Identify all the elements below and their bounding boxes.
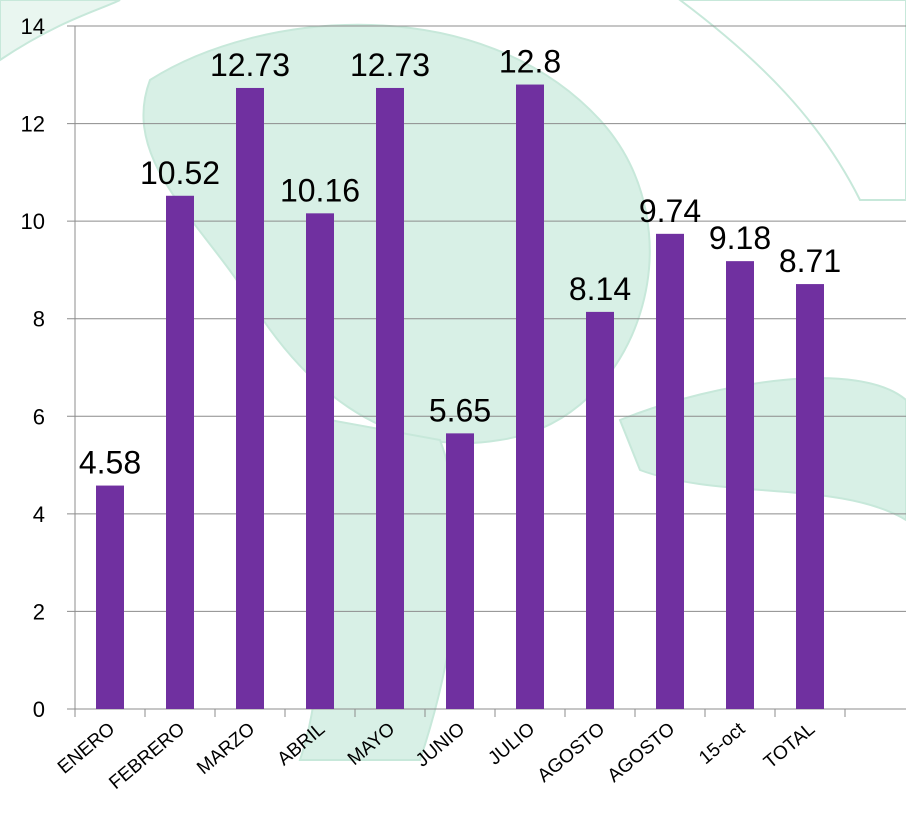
y-tick-label: 12 (21, 112, 45, 137)
data-label: 5.65 (429, 392, 491, 428)
bar (586, 311, 614, 709)
y-tick-label: 6 (33, 404, 45, 429)
data-label: 4.58 (79, 445, 141, 481)
bar (796, 284, 824, 709)
data-label: 12.73 (210, 47, 290, 83)
bar (516, 84, 544, 710)
data-label: 10.52 (140, 155, 220, 191)
bar (236, 87, 264, 709)
x-tick-label: MARZO (193, 719, 259, 779)
y-tick-label: 14 (21, 14, 45, 39)
data-label: 8.71 (779, 243, 841, 279)
x-tick-label: AGOSTO (604, 719, 680, 787)
x-tick-label: 15-oct (695, 718, 750, 768)
x-tick-label: AGOSTO (534, 719, 610, 787)
y-tick-label: 2 (33, 599, 45, 624)
bar (96, 485, 124, 709)
bar (446, 433, 474, 709)
x-tick-label: ENERO (54, 719, 119, 779)
data-label: 12.8 (499, 44, 561, 80)
data-label: 12.73 (350, 47, 430, 83)
bar (726, 261, 754, 709)
y-tick-label: 4 (33, 502, 45, 527)
y-tick-label: 10 (21, 209, 45, 234)
data-label: 8.14 (569, 271, 631, 307)
data-label: 9.74 (639, 193, 701, 229)
bar (376, 87, 404, 709)
x-tick-label: JULIO (484, 719, 539, 770)
y-tick-label: 8 (33, 307, 45, 332)
bar (166, 195, 194, 709)
bar (656, 233, 684, 709)
x-tick-label: TOTAL (760, 719, 819, 773)
data-label: 10.16 (280, 172, 360, 208)
bar (306, 213, 334, 709)
y-tick-label: 0 (33, 697, 45, 722)
data-label: 9.18 (709, 220, 771, 256)
x-tick-label: FEBRERO (105, 719, 189, 794)
